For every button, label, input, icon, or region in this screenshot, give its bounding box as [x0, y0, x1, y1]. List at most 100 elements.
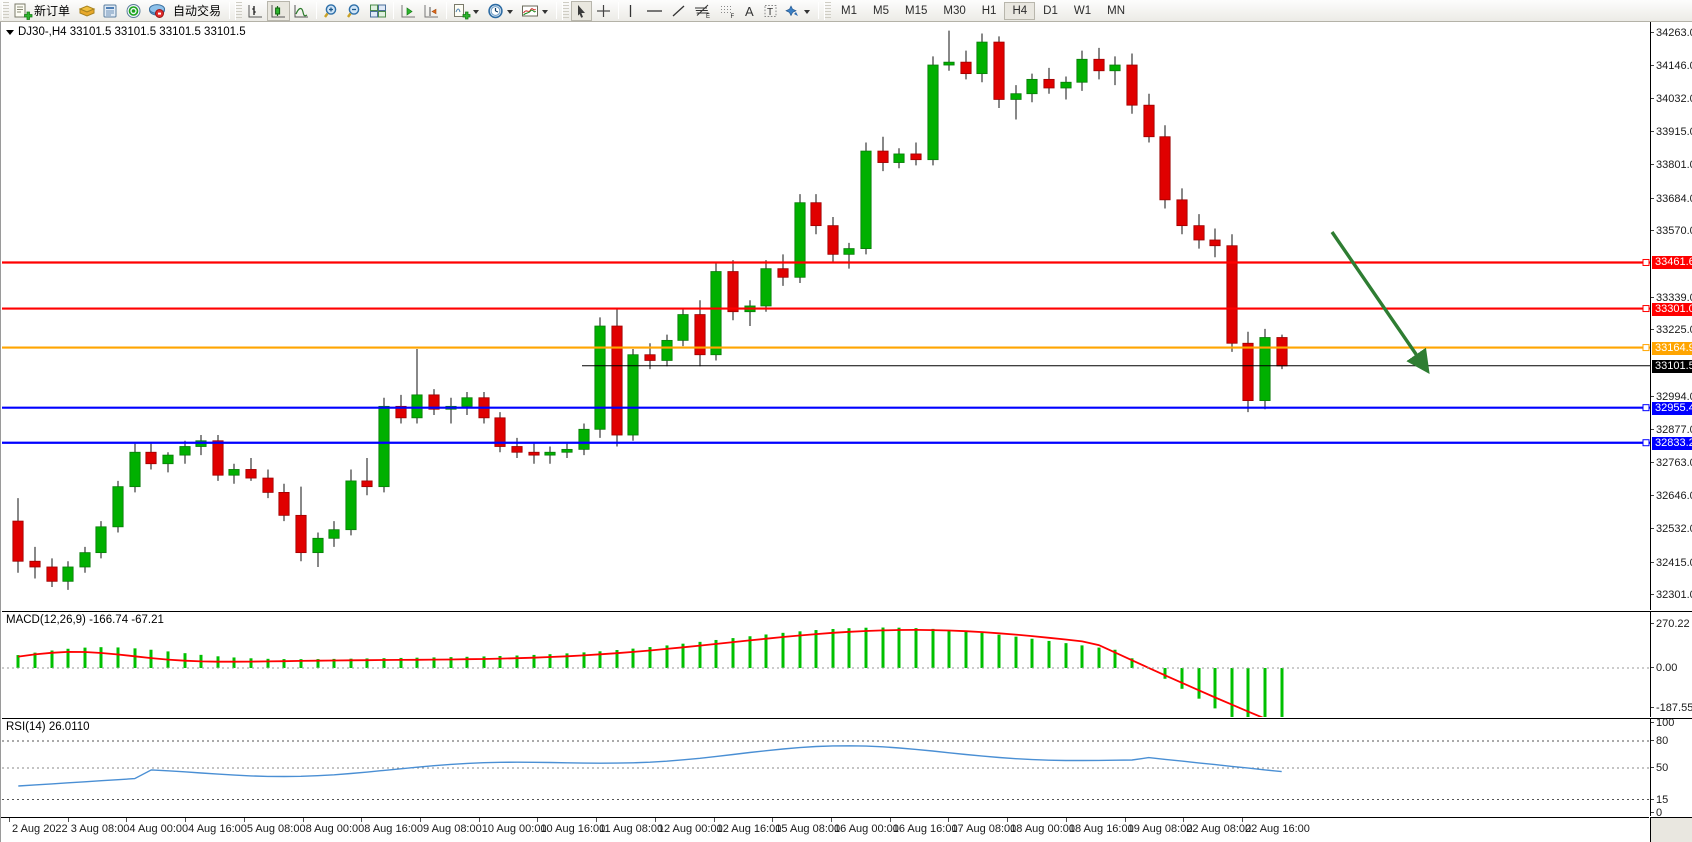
timeframe-button-h4[interactable]: H4 — [1004, 1, 1036, 20]
objects-button[interactable] — [781, 1, 815, 21]
level-handle[interactable] — [1642, 439, 1650, 447]
auto-trading-button[interactable]: 自动交易 — [169, 1, 226, 21]
timeframe-button-h1[interactable]: H1 — [981, 5, 997, 17]
macd-histogram-bar — [482, 656, 486, 668]
price-tag-resistance[interactable]: 33301.0 — [1652, 302, 1692, 316]
candle-body — [1126, 64, 1138, 106]
templates-button[interactable] — [518, 1, 553, 21]
vertical-line-button[interactable] — [622, 1, 642, 21]
candle-body — [1010, 93, 1022, 100]
timeframe-button-m5[interactable]: M5 — [873, 5, 889, 17]
timeframe-button-m15[interactable]: M15 — [905, 5, 928, 17]
price-tick: 33339.0 — [1651, 292, 1692, 303]
candlestick-chart-button[interactable] — [267, 0, 291, 21]
templates-chevron-down-icon[interactable] — [542, 9, 549, 14]
objects-toolbar-grip[interactable] — [562, 1, 570, 20]
macd-pane[interactable]: MACD(12,26,9) -166.74 -67.21 — [2, 611, 1650, 717]
level-handle[interactable] — [1642, 344, 1650, 352]
bar-chart-button[interactable] — [244, 1, 267, 21]
candle-body — [843, 248, 855, 255]
zoom-in-button[interactable] — [320, 1, 343, 21]
price-tag-pivot[interactable]: 33164.9 — [1652, 341, 1692, 355]
objects-chevron-down-icon[interactable] — [804, 9, 811, 14]
time-tick — [9, 818, 10, 822]
candle-body — [79, 552, 91, 568]
level-handle[interactable] — [1642, 404, 1650, 412]
price-tag-resistance[interactable]: 33461.6 — [1652, 256, 1692, 270]
price-scale[interactable]: 34263.0 34146.0 34032.0 33915.0 33801.0 33684… — [1650, 22, 1692, 610]
macd-histogram-bar — [798, 631, 802, 668]
fibonacci-fan-button[interactable]: F — [715, 1, 740, 21]
auto-scroll-button[interactable] — [420, 1, 443, 21]
indicators-chevron-down-icon[interactable] — [473, 9, 480, 14]
signals-icon — [125, 3, 142, 19]
candle-body — [262, 477, 274, 493]
terminal-button[interactable] — [145, 1, 169, 21]
toolbar-grip[interactable] — [2, 1, 9, 20]
price-tag-support[interactable]: 32955.4 — [1652, 401, 1692, 415]
horizontal-line-button[interactable] — [642, 1, 667, 21]
rsi-pane[interactable]: RSI(14) 26.0110 — [2, 718, 1650, 816]
timeframe-toolbar-grip[interactable] — [824, 1, 832, 20]
macd-histogram-bar — [1197, 668, 1201, 699]
fibonacci-button[interactable]: E — [690, 1, 715, 21]
candle-body — [228, 469, 240, 476]
candle-body — [29, 560, 41, 568]
chart-menu-caret-icon[interactable] — [6, 29, 14, 35]
macd-histogram-bar — [897, 627, 901, 668]
candle-body — [794, 202, 806, 278]
price-pane[interactable]: DJ30-,H4 33101.5 33101.5 33101.5 33101.5 — [2, 22, 1650, 610]
new-order-button[interactable]: 新订单 — [11, 1, 75, 21]
candle-body — [760, 268, 772, 307]
zoom-out-button[interactable] — [343, 1, 366, 21]
macd-histogram-bar — [565, 653, 569, 668]
candle-body — [943, 61, 955, 66]
timeframe-button-mn[interactable]: MN — [1107, 5, 1125, 17]
candle-body — [411, 394, 423, 419]
crosshair-button[interactable] — [592, 1, 615, 21]
signals-button[interactable] — [122, 1, 145, 21]
open-account-button[interactable] — [75, 1, 99, 21]
text-button[interactable]: A — [740, 1, 760, 21]
chart-toolbar-grip[interactable] — [235, 1, 243, 20]
candle-body — [611, 325, 623, 436]
macd-histogram-bar — [249, 658, 253, 668]
level-handle[interactable] — [1642, 305, 1650, 313]
macd-histogram-bar — [232, 657, 236, 668]
chart-container[interactable]: DJ30-,H4 33101.5 33101.5 33101.5 33101.5… — [0, 22, 1692, 842]
objects-icon — [784, 3, 801, 19]
rsi-tick: 80 — [1651, 736, 1668, 747]
timeframe-button-d1[interactable]: D1 — [1043, 5, 1058, 17]
tile-windows-button[interactable] — [366, 1, 390, 21]
time-tick — [302, 818, 304, 822]
price-tick: 32532.0 — [1651, 524, 1692, 535]
timeframe-button-m1[interactable]: M1 — [841, 5, 858, 17]
shift-end-button[interactable] — [397, 1, 420, 21]
timeframe-button-m30[interactable]: M30 — [943, 5, 966, 17]
indicators-button[interactable] — [450, 1, 484, 21]
trendline-icon — [670, 3, 687, 19]
price-tag-current-price[interactable]: 33101.5 — [1652, 359, 1692, 373]
level-lines[interactable] — [2, 22, 1650, 610]
cursor-button[interactable] — [571, 0, 593, 21]
text-label-button[interactable]: T — [760, 1, 781, 21]
candle-body — [112, 486, 124, 528]
price-tick: 32415.0 — [1651, 557, 1692, 568]
line-chart-button[interactable] — [290, 1, 313, 21]
price-tag-support[interactable]: 32833.2 — [1652, 436, 1692, 450]
price-tick: 32763.0 — [1651, 457, 1692, 468]
candle-body — [295, 514, 307, 554]
time-tick — [654, 818, 656, 822]
trendline-button[interactable] — [667, 1, 690, 21]
candle-body — [1259, 337, 1271, 402]
macd-histogram-bar — [1047, 640, 1051, 668]
period-button[interactable] — [484, 1, 518, 21]
level-handle[interactable] — [1642, 258, 1650, 266]
news-button[interactable] — [99, 1, 122, 21]
down-trend-arrow[interactable] — [2, 22, 1650, 610]
time-tick — [126, 818, 128, 822]
macd-histogram-bar — [831, 628, 835, 668]
time-axis[interactable]: 2 Aug 2022 3 Aug 08:00 4 Aug 00:00 4 Aug 16… — [1, 817, 1649, 842]
timeframe-button-w1[interactable]: W1 — [1073, 5, 1092, 17]
period-chevron-down-icon[interactable] — [507, 9, 514, 14]
